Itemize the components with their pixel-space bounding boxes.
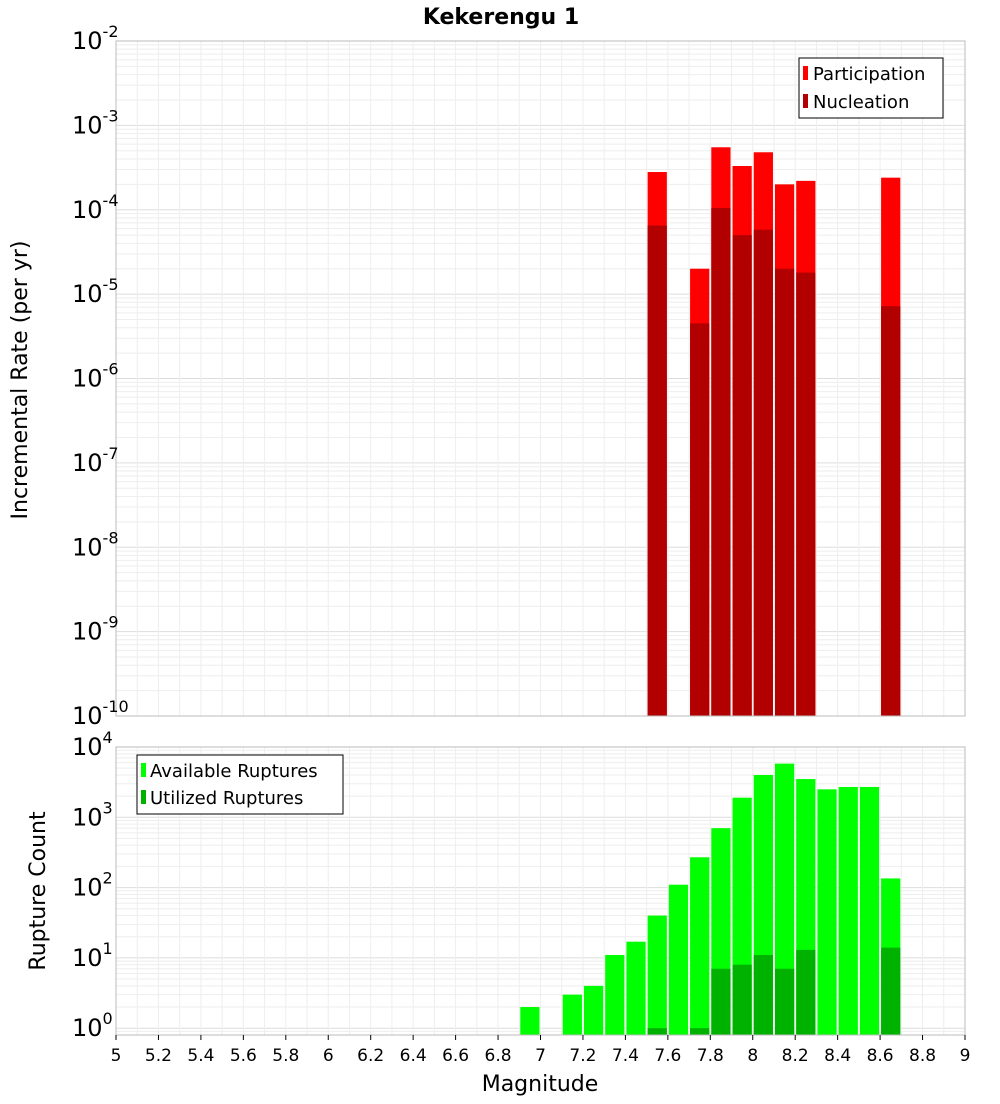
utilized-ruptures-bar <box>753 954 773 1035</box>
top-bars <box>647 147 901 717</box>
nucleation-bar <box>647 225 667 716</box>
x-tick-label: 7.4 <box>612 1046 639 1066</box>
x-tick-label: 5.8 <box>272 1046 299 1066</box>
legend-swatch-nucleation <box>803 94 808 108</box>
bottom-panel: 100 101 102 103 104 5 5.2 5.4 5.6 5.8 6 6.2 6.4 6.6 6… <box>26 728 970 1097</box>
y-tick-label: 10-10 <box>72 697 129 730</box>
y-tick-label: 10-2 <box>72 22 119 55</box>
legend-swatch-participation <box>803 66 808 80</box>
top-y-ticks: 10-10 10-9 10-8 10-7 10-6 10-5 10-4 10-3 10-2 <box>72 22 129 730</box>
x-tick-label: 7.2 <box>569 1046 596 1066</box>
y-tick-label: 10-8 <box>72 528 119 561</box>
available-ruptures-bar <box>520 1007 540 1035</box>
top-grid <box>115 41 966 717</box>
nucleation-bar <box>774 268 795 716</box>
x-tick-label: 8.6 <box>867 1046 894 1066</box>
x-tick-label: 6.2 <box>357 1046 384 1066</box>
x-tick-label: 6 <box>323 1046 334 1066</box>
y-tick-label: 103 <box>72 798 113 831</box>
nucleation-bar <box>711 207 731 716</box>
x-tick-label: 7 <box>535 1046 546 1066</box>
nucleation-bar <box>796 272 816 716</box>
available-ruptures-bar <box>838 786 858 1035</box>
x-tick-label: 8 <box>747 1046 758 1066</box>
available-ruptures-bar <box>690 857 710 1035</box>
x-axis-title: Magnitude <box>482 1072 599 1097</box>
top-plot-border <box>115 40 966 717</box>
legend-label-available: Available Ruptures <box>150 761 318 782</box>
utilized-ruptures-bar <box>732 964 752 1035</box>
top-y-axis-title: Incremental Rate (per yr) <box>8 241 33 520</box>
bottom-y-ticks: 100 101 102 103 104 <box>72 728 113 1042</box>
utilized-ruptures-bar <box>774 968 795 1035</box>
legend-swatch-available <box>141 763 146 777</box>
y-tick-label: 10-9 <box>72 613 119 646</box>
available-ruptures-bar <box>605 954 625 1035</box>
utilized-ruptures-bar <box>647 1028 667 1035</box>
nucleation-bar <box>732 235 752 716</box>
y-tick-label: 10-5 <box>72 275 119 308</box>
utilized-ruptures-bar <box>881 947 901 1035</box>
utilized-ruptures-bar <box>690 1028 710 1035</box>
y-tick-label: 10-3 <box>72 106 119 139</box>
available-ruptures-bar <box>817 789 837 1035</box>
x-tick-label: 9 <box>960 1046 971 1066</box>
x-tick-label: 8.2 <box>782 1046 809 1066</box>
nucleation-bar <box>881 306 901 716</box>
available-ruptures-bar <box>626 941 646 1035</box>
top-legend: Participation Nucleation <box>798 57 944 119</box>
legend-label-nucleation: Nucleation <box>813 92 909 113</box>
x-tick-label: 5 <box>111 1046 122 1066</box>
y-tick-label: 10-7 <box>72 444 119 477</box>
x-ticks: 5 5.2 5.4 5.6 5.8 6 6.2 6.4 6.6 6.8 7 7.2 7.4 7.6 7.8 8… <box>111 1035 971 1066</box>
available-ruptures-bar <box>774 763 795 1035</box>
y-tick-label: 10-4 <box>72 191 119 224</box>
x-tick-label: 5.4 <box>187 1046 214 1066</box>
bottom-y-axis-title: Rupture Count <box>26 811 51 971</box>
bottom-legend-box <box>136 754 344 815</box>
chart-title: Kekerengu 1 <box>423 5 579 30</box>
bottom-legend: Available Ruptures Utilized Ruptures <box>136 754 344 815</box>
x-tick-label: 7.6 <box>654 1046 681 1066</box>
top-legend-box <box>798 57 944 119</box>
available-ruptures-bar <box>668 884 689 1035</box>
x-tick-label: 8.8 <box>909 1046 936 1066</box>
utilized-ruptures-bar <box>796 949 816 1035</box>
y-tick-label: 10-6 <box>72 360 119 393</box>
bottom-bars <box>520 763 901 1035</box>
x-tick-label: 6.6 <box>442 1046 469 1066</box>
utilized-ruptures-bar <box>711 968 731 1035</box>
nucleation-bar <box>753 229 773 717</box>
y-tick-label: 104 <box>72 728 113 761</box>
available-ruptures-bar <box>859 786 880 1035</box>
y-tick-label: 101 <box>72 939 113 972</box>
x-tick-label: 6.4 <box>400 1046 427 1066</box>
x-tick-label: 8.4 <box>824 1046 851 1066</box>
x-tick-label: 7.8 <box>697 1046 724 1066</box>
legend-label-participation: Participation <box>813 64 925 85</box>
y-tick-label: 100 <box>72 1009 113 1042</box>
x-tick-label: 5.2 <box>145 1046 172 1066</box>
top-panel: 10-10 10-9 10-8 10-7 10-6 10-5 10-4 10-3 10-2 In… <box>8 22 966 730</box>
legend-label-utilized: Utilized Ruptures <box>150 788 303 809</box>
legend-swatch-utilized <box>141 790 146 804</box>
y-tick-label: 102 <box>72 869 113 902</box>
available-ruptures-bar <box>647 915 667 1035</box>
available-ruptures-bar <box>562 994 582 1035</box>
nucleation-bar <box>690 323 710 716</box>
x-tick-label: 6.8 <box>485 1046 512 1066</box>
available-ruptures-bar <box>583 985 604 1035</box>
x-tick-label: 5.6 <box>230 1046 257 1066</box>
